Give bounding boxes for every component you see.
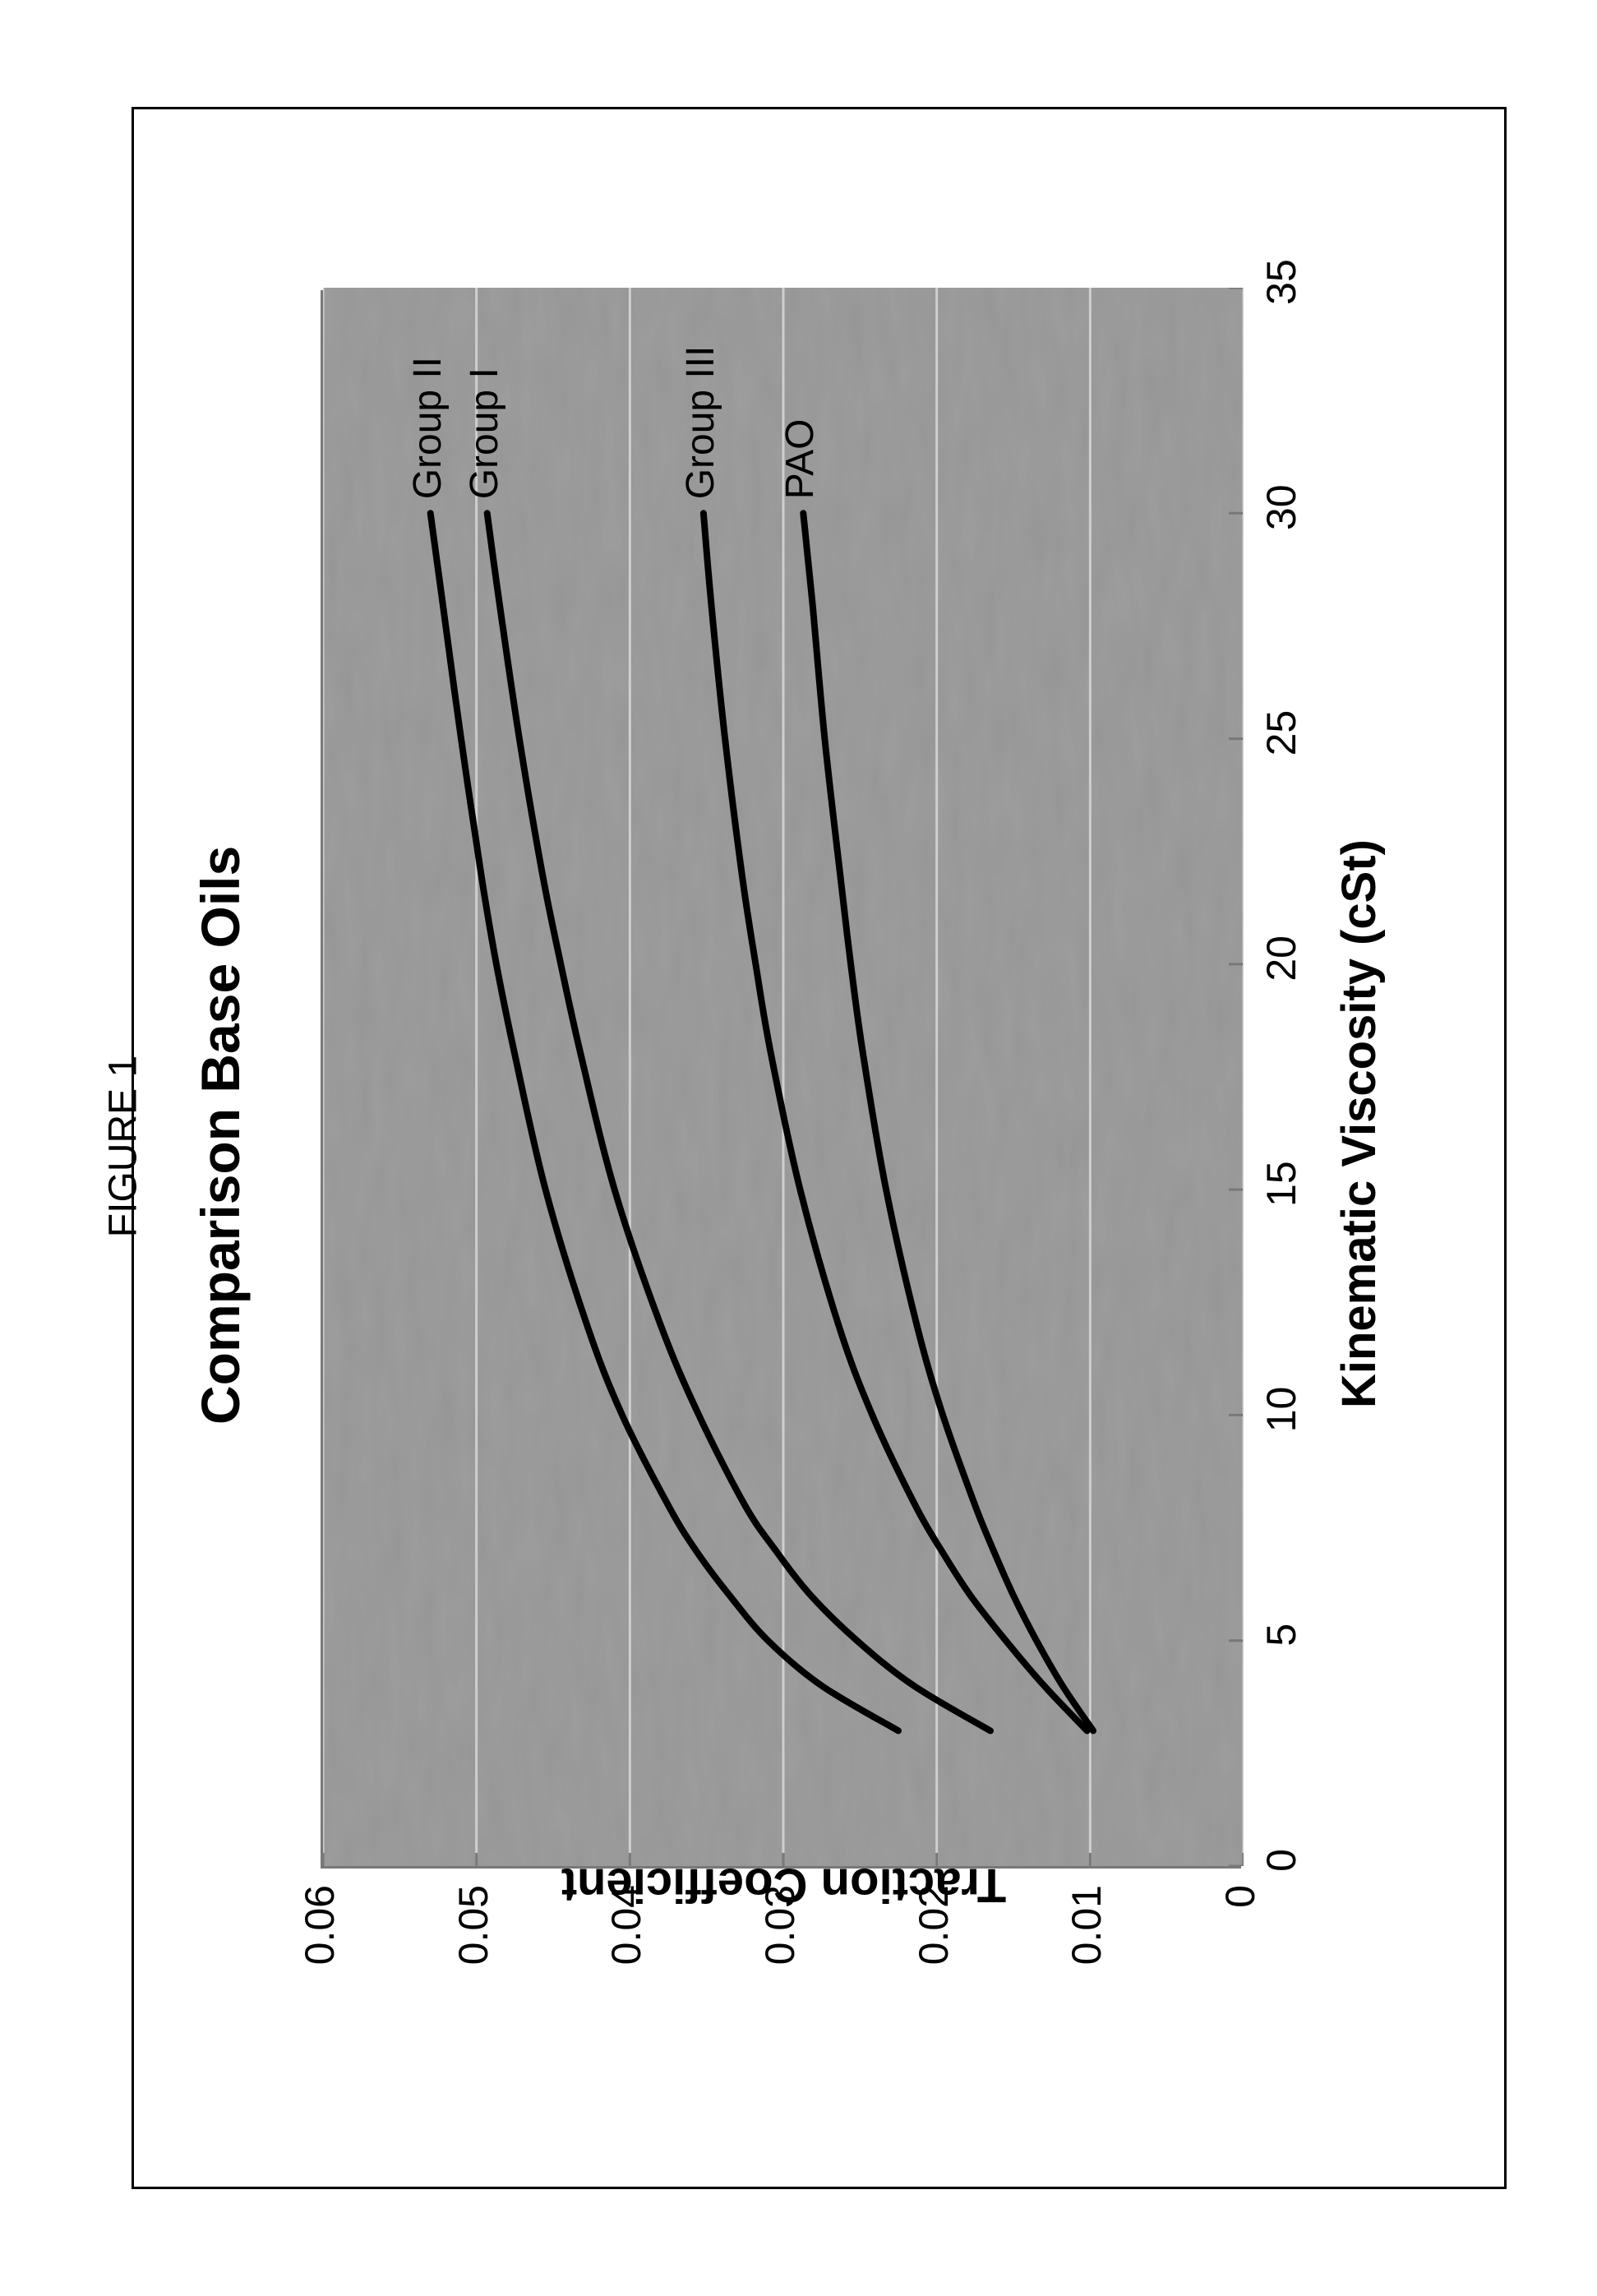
x-tick-label: 25: [1258, 700, 1305, 766]
x-tick-label: 30: [1258, 474, 1305, 540]
series-label-group-iii: Group III: [678, 346, 723, 500]
x-tick-label: 10: [1258, 1376, 1305, 1442]
plot-svg: [323, 288, 1244, 1866]
x-tick-label: 0: [1258, 1827, 1305, 1893]
x-tick-label: 15: [1258, 1151, 1305, 1217]
series-label-group-i: Group I: [462, 367, 507, 499]
x-tick-label: 35: [1258, 249, 1305, 315]
series-label-pao: PAO: [778, 418, 823, 499]
y-tick-label: 0.06: [296, 1885, 344, 2000]
x-tick-label: 5: [1258, 1602, 1305, 1668]
y-tick-label: 0: [1216, 1885, 1264, 2000]
y-tick-label: 0.04: [602, 1885, 650, 2000]
y-tick-label: 0.02: [910, 1885, 958, 2000]
y-tick-label: 0.01: [1063, 1885, 1110, 2000]
figure-label: FIGURE 1: [101, 1039, 146, 1253]
plot-area: [321, 290, 1241, 1869]
page-root: FIGURE 1 Comparison Base Oils Kinematic …: [0, 0, 1597, 2296]
series-label-group-ii: Group II: [405, 357, 450, 499]
x-axis-label: Kinematic Viscosity (cSt): [1332, 839, 1387, 1408]
y-tick-label: 0.03: [756, 1885, 804, 2000]
chart-title: Comparison Base Oils: [189, 846, 252, 1425]
x-tick-label: 20: [1258, 926, 1305, 991]
chart-container: Comparison Base Oils Kinematic Viscosity…: [156, 132, 1482, 2164]
y-tick-label: 0.05: [450, 1885, 497, 2000]
